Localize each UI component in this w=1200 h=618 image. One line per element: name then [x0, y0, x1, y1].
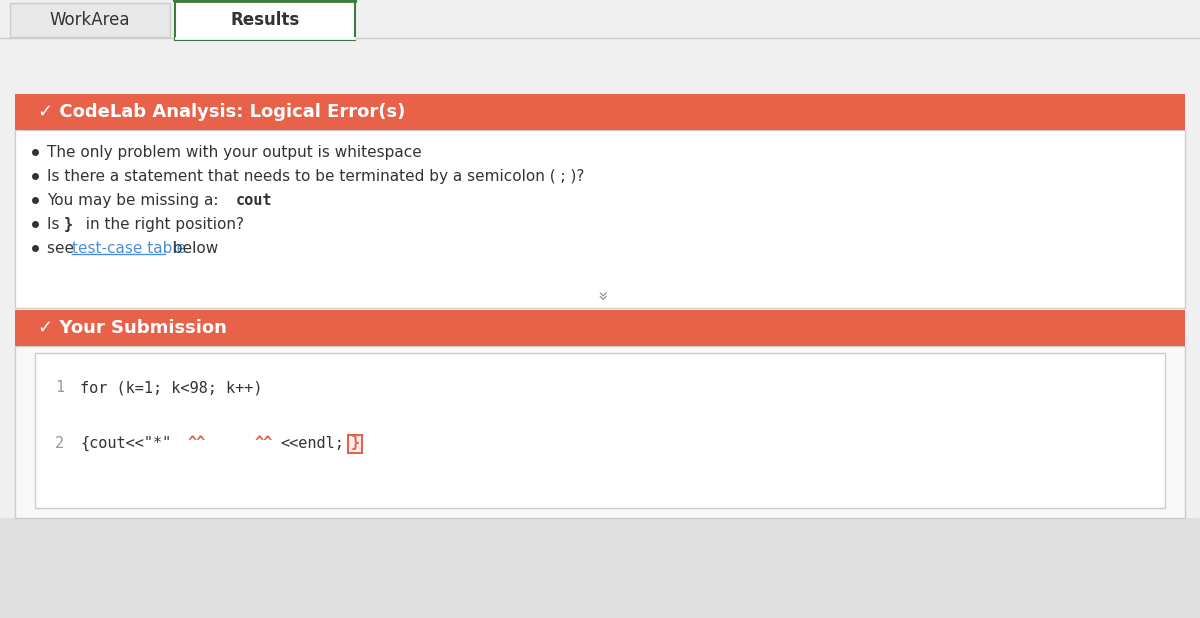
FancyBboxPatch shape	[35, 353, 1165, 508]
Text: }: }	[64, 216, 73, 232]
FancyBboxPatch shape	[175, 0, 355, 40]
FancyBboxPatch shape	[14, 94, 1186, 130]
Text: test-case table: test-case table	[72, 240, 186, 255]
Text: You may be missing a:: You may be missing a:	[47, 192, 228, 208]
FancyBboxPatch shape	[10, 3, 170, 37]
Text: see: see	[47, 240, 79, 255]
Text: ^^: ^^	[188, 436, 206, 451]
FancyBboxPatch shape	[14, 130, 1186, 308]
Text: {cout<<"*": {cout<<"*"	[80, 436, 172, 451]
Text: Is there a statement that needs to be terminated by a semicolon ( ; )?: Is there a statement that needs to be te…	[47, 169, 584, 184]
Text: <<endl;: <<endl;	[280, 436, 344, 451]
FancyBboxPatch shape	[348, 435, 362, 453]
FancyBboxPatch shape	[0, 0, 1200, 38]
Text: in the right position?: in the right position?	[76, 216, 244, 232]
Text: WorkArea: WorkArea	[49, 11, 131, 29]
FancyBboxPatch shape	[14, 346, 1186, 518]
Text: ^^: ^^	[256, 436, 274, 451]
Text: below: below	[168, 240, 218, 255]
Text: ✓ CodeLab Analysis: Logical Error(s): ✓ CodeLab Analysis: Logical Error(s)	[38, 103, 406, 121]
Text: »: »	[592, 291, 610, 301]
Text: The only problem with your output is whitespace: The only problem with your output is whi…	[47, 145, 421, 159]
FancyBboxPatch shape	[0, 518, 1200, 618]
Text: Is: Is	[47, 216, 65, 232]
Text: 1: 1	[55, 381, 64, 396]
Text: 2: 2	[55, 436, 64, 451]
Text: cout: cout	[236, 192, 272, 208]
Text: for (k=1; k<98; k++): for (k=1; k<98; k++)	[80, 381, 263, 396]
FancyBboxPatch shape	[14, 310, 1186, 346]
Text: Results: Results	[230, 11, 300, 29]
Text: }: }	[350, 436, 360, 451]
Text: ✓ Your Submission: ✓ Your Submission	[38, 319, 227, 337]
